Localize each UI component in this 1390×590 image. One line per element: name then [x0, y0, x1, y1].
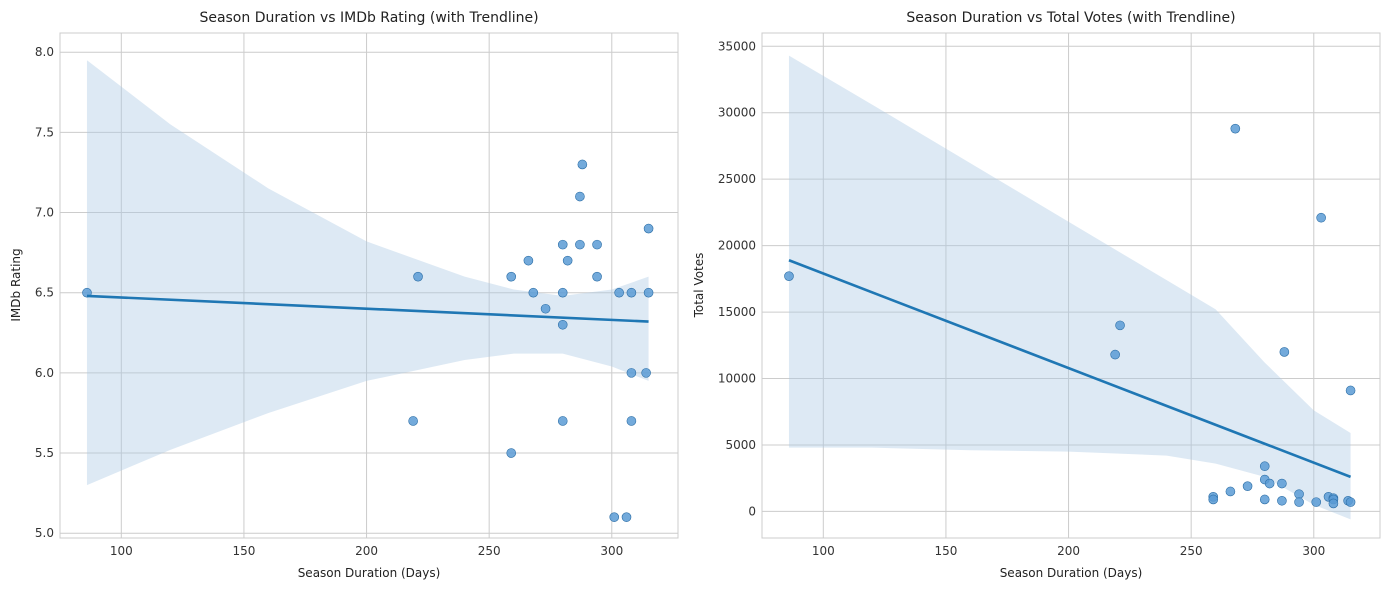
- y-axis-label: Total Votes: [692, 253, 706, 319]
- data-point: [1311, 497, 1322, 507]
- data-point: [621, 512, 632, 522]
- y-ticks: 0 5000 10000 15000 20000 25000 30000 35000: [718, 39, 756, 518]
- data-point: [413, 271, 423, 282]
- x-axis-label: Season Duration (Days): [1000, 566, 1143, 580]
- points-layer: [784, 123, 1356, 509]
- data-point: [557, 416, 568, 426]
- trendline: [86, 294, 649, 323]
- chart-title: Season Duration vs Total Votes (with Tre…: [906, 10, 1235, 26]
- data-point: [408, 416, 418, 426]
- y-ticks: 5.0 5.5 6.0 6.5 7.0 7.5 8.0: [35, 45, 54, 540]
- data-point: [540, 303, 551, 314]
- data-point: [577, 159, 588, 170]
- x-tick-label: 150: [232, 544, 255, 558]
- data-point: [1345, 385, 1356, 396]
- data-point: [1230, 123, 1241, 134]
- confidence-band: [86, 60, 649, 486]
- data-point: [506, 448, 517, 458]
- data-point: [609, 512, 620, 522]
- data-point: [1225, 486, 1236, 497]
- data-point: [626, 287, 637, 298]
- data-point: [1259, 461, 1270, 472]
- y-tick-label: 5.5: [35, 446, 54, 460]
- x-axis-label: Season Duration (Days): [298, 566, 441, 580]
- data-point: [1277, 478, 1287, 489]
- confidence-band: [788, 55, 1351, 520]
- x-tick-label: 100: [812, 544, 835, 558]
- chart-rating: 100 150 200 250 300 5.0 5.5 6.0 6.5 7.0 7.5 8.0 Se…: [9, 10, 679, 580]
- y-tick-label: 0: [748, 504, 756, 518]
- x-ticks: 100 150 200 250 300: [812, 544, 1325, 558]
- x-ticks: 100 150 200 250 300: [110, 544, 623, 558]
- chart-votes: 100 150 200 250 300 0 5000 10000 15000 20000 2500…: [692, 10, 1381, 580]
- y-tick-label: 25000: [718, 172, 756, 186]
- data-point: [643, 223, 654, 234]
- data-point: [592, 239, 602, 250]
- data-point: [641, 368, 651, 378]
- data-point: [592, 271, 602, 282]
- y-tick-label: 6.5: [35, 286, 54, 300]
- grid-lines: [762, 33, 1380, 538]
- y-tick-label: 10000: [718, 372, 756, 386]
- data-point: [643, 287, 654, 298]
- data-point: [784, 271, 794, 281]
- data-point: [626, 368, 637, 378]
- data-point: [614, 287, 624, 298]
- y-axis-label: IMDb Rating: [9, 248, 23, 321]
- data-point: [557, 287, 568, 298]
- x-tick-label: 300: [600, 544, 623, 558]
- x-tick-label: 250: [1180, 544, 1203, 558]
- x-tick-label: 200: [1057, 544, 1080, 558]
- data-point: [562, 255, 573, 266]
- data-point: [523, 255, 534, 266]
- data-point: [575, 239, 585, 250]
- trendline: [788, 259, 1352, 479]
- data-point: [1208, 494, 1219, 505]
- data-point: [1345, 497, 1356, 507]
- x-tick-label: 200: [355, 544, 378, 558]
- data-point: [506, 271, 517, 282]
- data-point: [1264, 478, 1275, 489]
- data-point: [626, 416, 637, 426]
- y-tick-label: 7.5: [35, 125, 54, 139]
- x-tick-label: 150: [934, 544, 957, 558]
- data-point: [575, 191, 585, 202]
- data-point: [1294, 489, 1304, 499]
- chart-title: Season Duration vs IMDb Rating (with Tre…: [199, 10, 538, 26]
- y-tick-label: 5000: [725, 438, 756, 452]
- data-point: [557, 319, 568, 330]
- data-point: [1110, 349, 1120, 360]
- points-layer: [82, 159, 654, 522]
- data-point: [557, 239, 568, 250]
- data-point: [1316, 212, 1326, 223]
- y-tick-label: 30000: [718, 106, 756, 120]
- plot-area: [761, 32, 1381, 539]
- data-point: [1115, 320, 1125, 331]
- grid-lines: [60, 33, 678, 538]
- plot-area: [59, 32, 679, 539]
- y-tick-label: 20000: [718, 239, 756, 253]
- y-tick-label: 5.0: [35, 526, 54, 540]
- x-tick-label: 300: [1302, 544, 1325, 558]
- data-point: [528, 287, 539, 298]
- y-tick-label: 6.0: [35, 366, 54, 380]
- y-tick-label: 7.0: [35, 206, 54, 220]
- y-tick-label: 35000: [718, 39, 756, 53]
- data-point: [1279, 347, 1290, 357]
- x-tick-label: 100: [110, 544, 133, 558]
- data-point: [1328, 498, 1339, 509]
- data-point: [1294, 497, 1304, 507]
- y-tick-label: 15000: [718, 305, 756, 319]
- x-tick-label: 250: [478, 544, 501, 558]
- y-tick-label: 8.0: [35, 45, 54, 59]
- data-point: [1242, 481, 1253, 491]
- data-point: [1277, 495, 1287, 506]
- data-point: [1259, 494, 1270, 505]
